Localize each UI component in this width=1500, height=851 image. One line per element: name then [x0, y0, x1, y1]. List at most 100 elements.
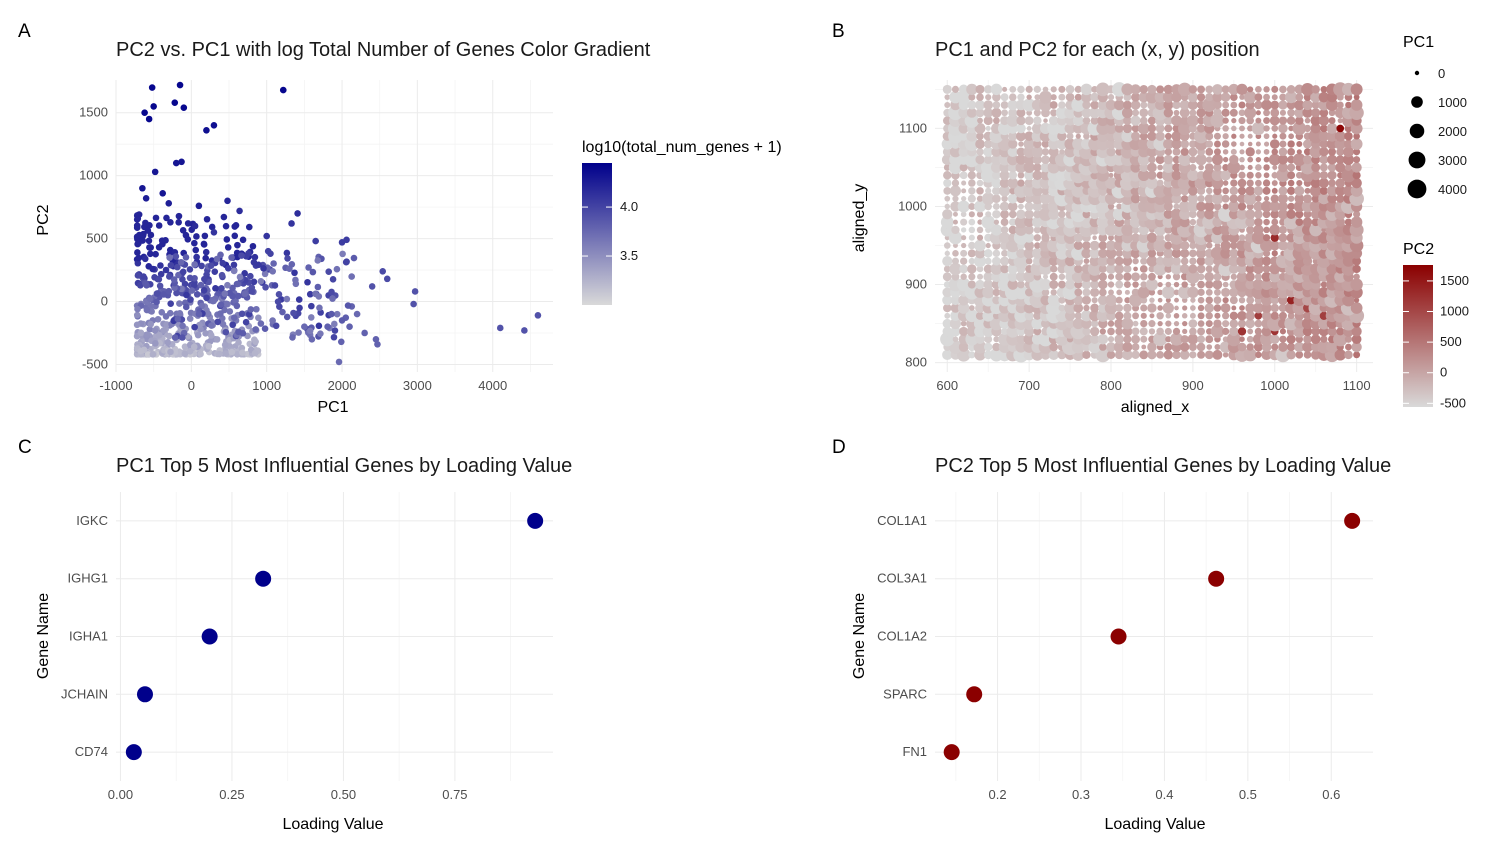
spot-point: [1129, 200, 1142, 213]
spot-point: [1287, 202, 1295, 211]
spot-point: [1108, 289, 1114, 296]
data-point: [213, 336, 221, 343]
spot-point: [1098, 241, 1108, 250]
data-point: [173, 289, 180, 297]
spot-point: [1024, 131, 1034, 142]
spot-point: [1114, 124, 1124, 133]
spot-point: [1009, 85, 1017, 93]
spot-point: [985, 242, 991, 249]
spot-point: [1197, 304, 1205, 312]
spot-point: [1255, 164, 1262, 171]
legend-tick-label: 500: [1440, 334, 1462, 349]
data-point: [222, 350, 230, 357]
spot-point: [968, 202, 976, 210]
spot-point: [1310, 317, 1322, 330]
data-point: [292, 280, 300, 288]
gene-loading-point: [125, 744, 142, 761]
spot-point: [951, 257, 959, 265]
spot-point: [1098, 233, 1108, 243]
spot-point: [1081, 279, 1092, 290]
spot-point: [1171, 131, 1182, 142]
spot-point: [1017, 85, 1025, 94]
spot-point: [1145, 90, 1159, 104]
spot-point: [993, 336, 1000, 343]
spot-point: [983, 279, 993, 290]
spot-point: [1022, 317, 1036, 330]
spot-point: [1227, 160, 1241, 174]
spot-point: [1098, 248, 1108, 259]
data-point: [230, 314, 238, 322]
spot-point: [960, 218, 968, 226]
spot-point: [999, 178, 1010, 188]
spot-point: [974, 239, 986, 252]
spot-point: [1115, 296, 1123, 304]
spot-point: [985, 211, 992, 218]
spot-point: [1034, 242, 1041, 249]
data-point: [191, 323, 198, 331]
data-point: [142, 195, 150, 202]
data-point: [304, 278, 311, 286]
legend-tick-label: 4.0: [620, 199, 638, 214]
spot-point: [1218, 261, 1233, 277]
spot-point: [944, 195, 951, 202]
spot-point: [1189, 351, 1197, 359]
data-point: [228, 254, 235, 261]
spot-point: [992, 194, 1001, 204]
spot-point: [1263, 218, 1270, 226]
spot-point: [1222, 352, 1229, 358]
data-point: [165, 332, 173, 340]
data-point: [156, 282, 164, 290]
spot-point: [1238, 234, 1246, 242]
spot-point: [1189, 218, 1197, 226]
spot-point: [1016, 334, 1026, 344]
spot-point: [1286, 350, 1296, 360]
spot-point: [1133, 266, 1138, 272]
data-point: [224, 281, 231, 289]
data-point: [329, 276, 337, 283]
spot-point: [1001, 249, 1009, 257]
spot-point: [1213, 272, 1222, 281]
spot-point: [1327, 326, 1337, 337]
spot-point: [1269, 115, 1280, 126]
spot-point: [1328, 147, 1336, 156]
spot-point: [1221, 194, 1230, 203]
spot-point: [1222, 297, 1229, 304]
data-point: [144, 351, 152, 358]
data-point: [186, 274, 194, 282]
spot-point: [1189, 241, 1197, 250]
spot-point: [1222, 133, 1229, 140]
spot-point: [1213, 108, 1222, 118]
spot-point: [1148, 328, 1156, 335]
data-point: [162, 266, 170, 274]
spot-point: [1153, 332, 1168, 347]
data-point: [235, 339, 242, 346]
spot-point: [1204, 194, 1214, 204]
spot-point: [1286, 116, 1296, 125]
spot-point: [984, 335, 993, 344]
data-point: [171, 284, 178, 292]
spot-point: [1121, 239, 1134, 252]
spot-point: [1082, 350, 1091, 360]
spot-point: [1336, 194, 1345, 203]
data-point: [193, 291, 201, 298]
spot-point: [1155, 123, 1165, 133]
spot-point: [1115, 304, 1124, 312]
spot-point: [1220, 248, 1231, 259]
spot-point: [991, 146, 1002, 157]
spot-point: [956, 277, 971, 292]
spot-point: [1351, 177, 1362, 189]
spot-point: [1229, 93, 1238, 102]
data-point: [226, 308, 234, 315]
panel-a-colorbar: [582, 163, 612, 305]
spot-point: [1013, 253, 1029, 269]
spot-point: [1007, 279, 1019, 290]
data-point: [181, 343, 189, 351]
data-point: [315, 322, 323, 330]
data-point: [140, 273, 147, 280]
spot-point: [1278, 240, 1288, 251]
spot-point: [1293, 200, 1305, 213]
spot-point: [1229, 319, 1239, 328]
spot-point: [1261, 256, 1272, 266]
data-point: [229, 284, 236, 292]
spot-point: [1023, 271, 1035, 283]
